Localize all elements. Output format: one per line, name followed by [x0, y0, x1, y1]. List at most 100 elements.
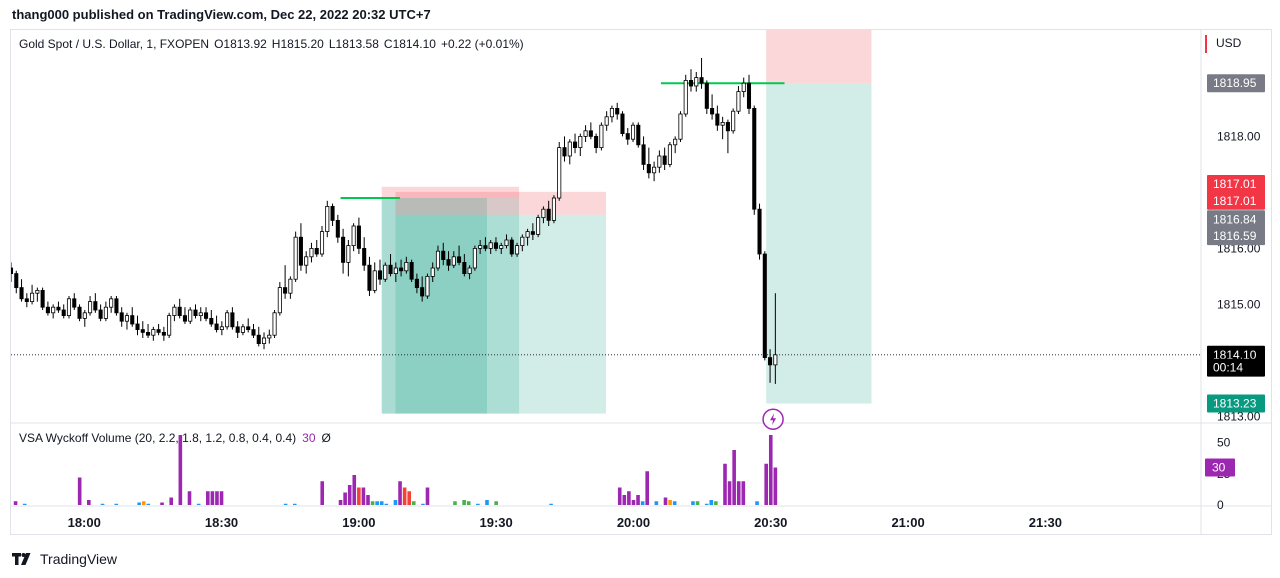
candle-body: [45, 306, 50, 314]
candle-body: [82, 312, 87, 319]
volume-bar: [370, 501, 375, 505]
candle-body: [646, 163, 651, 174]
volume-tick-label: 50: [1217, 436, 1231, 450]
chart-frame[interactable]: 1818.001817.001816.001815.001814.001813.…: [10, 29, 1272, 535]
volume-bar: [22, 503, 27, 505]
candle-body: [720, 122, 725, 126]
volume-bar: [672, 501, 677, 505]
candle-body: [699, 77, 704, 84]
candle-body: [420, 287, 425, 297]
volume-bar: [347, 485, 352, 505]
candle-body: [198, 312, 203, 316]
volume-bar: [219, 491, 224, 505]
volume-bar: [206, 491, 210, 505]
candle-body: [167, 315, 172, 336]
candle-body: [404, 261, 409, 272]
candle-body: [488, 242, 493, 249]
candle-body: [298, 236, 303, 266]
volume-bar: [13, 501, 18, 505]
candle-body: [430, 267, 435, 277]
candle-body: [256, 334, 261, 345]
volume-bar: [398, 481, 402, 505]
candle-body: [515, 245, 520, 255]
volume-bar: [466, 501, 471, 505]
volume-bar: [379, 501, 384, 505]
candle-body: [11, 267, 14, 274]
candle-body: [694, 77, 699, 87]
candle-body: [319, 231, 325, 255]
candle-body: [762, 253, 767, 358]
candle-body: [652, 166, 657, 174]
ohlc-open: O1813.92: [214, 37, 267, 51]
candle-body: [530, 231, 535, 235]
candle-body: [731, 110, 736, 132]
candle-body: [119, 312, 124, 322]
position-target-zone: [395, 214, 606, 414]
volume-bar: [338, 500, 343, 505]
volume-bar: [393, 500, 398, 505]
candle-body: [362, 247, 367, 266]
volume-bar: [764, 463, 768, 505]
candle-body: [261, 337, 267, 344]
volume-bar: [407, 491, 411, 505]
candle-body: [35, 289, 40, 294]
volume-bar: [732, 450, 736, 505]
price-chart[interactable]: 1818.001817.001816.001815.001814.001813.…: [11, 30, 1271, 534]
price-label-text: 1817.01: [1213, 177, 1257, 191]
currency-unit[interactable]: USD: [1216, 36, 1242, 50]
volume-bar: [137, 502, 141, 505]
alert-bolt-glyph-icon: [770, 413, 777, 426]
candle-body: [246, 326, 251, 330]
candle-body: [752, 108, 757, 210]
candle-body: [599, 124, 604, 148]
candle-body: [77, 306, 82, 319]
candle-body: [536, 217, 541, 235]
volume-bar: [283, 503, 288, 505]
candle-body: [161, 331, 166, 336]
price-label-text: 00:14: [1213, 361, 1243, 375]
candle-body: [130, 315, 135, 325]
indicator-extra: Ø: [321, 431, 331, 445]
publish-header: thang000 published on TradingView.com, D…: [12, 7, 431, 22]
candle-body: [667, 144, 672, 165]
candle-body: [103, 306, 108, 319]
candle-body: [710, 108, 715, 115]
volume-bar: [462, 500, 466, 505]
candle-body: [409, 261, 414, 280]
price-label-badge: [1207, 210, 1265, 229]
indicator-name[interactable]: VSA Wyckoff Volume (20, 2.2, 1.8, 1.2, 0…: [19, 431, 297, 445]
candle-body: [251, 329, 256, 336]
candle-body: [314, 247, 319, 255]
candle-body: [414, 278, 419, 288]
footer-brand-name: TradingView: [40, 551, 118, 567]
candle-body: [214, 323, 219, 330]
candle-body: [499, 245, 504, 249]
candle-body: [14, 273, 19, 289]
ohlc-low: L1813.58: [328, 37, 379, 51]
candle-body: [441, 250, 446, 260]
volume-bar: [485, 500, 489, 505]
candle-body: [657, 155, 662, 168]
symbol-name[interactable]: Gold Spot / U.S. Dollar, 1, FXOPEN: [19, 37, 210, 51]
candle-body: [240, 326, 245, 333]
position-stop-zone: [395, 191, 606, 215]
candle-body: [209, 317, 214, 325]
candle-body: [630, 124, 636, 140]
volume-bar: [357, 487, 361, 505]
candle-body: [56, 306, 61, 311]
candle-body: [151, 329, 156, 336]
price-label-text: 1816.59: [1213, 229, 1257, 243]
candle-body: [346, 245, 351, 263]
candle-body: [335, 219, 340, 238]
indicator-legend[interactable]: VSA Wyckoff Volume (20, 2.2, 1.8, 1.2, 0…: [19, 431, 331, 445]
volume-bar: [425, 487, 430, 505]
candle-body: [93, 301, 98, 311]
candle-body: [757, 208, 762, 255]
volume-bar: [292, 503, 297, 505]
candle-body: [457, 256, 462, 263]
position-target-zone: [766, 83, 872, 404]
time-tick-label: 18:00: [68, 515, 101, 530]
volume-tick-label: 0: [1217, 498, 1224, 512]
candle-body: [288, 278, 293, 294]
candle-body: [462, 261, 467, 274]
